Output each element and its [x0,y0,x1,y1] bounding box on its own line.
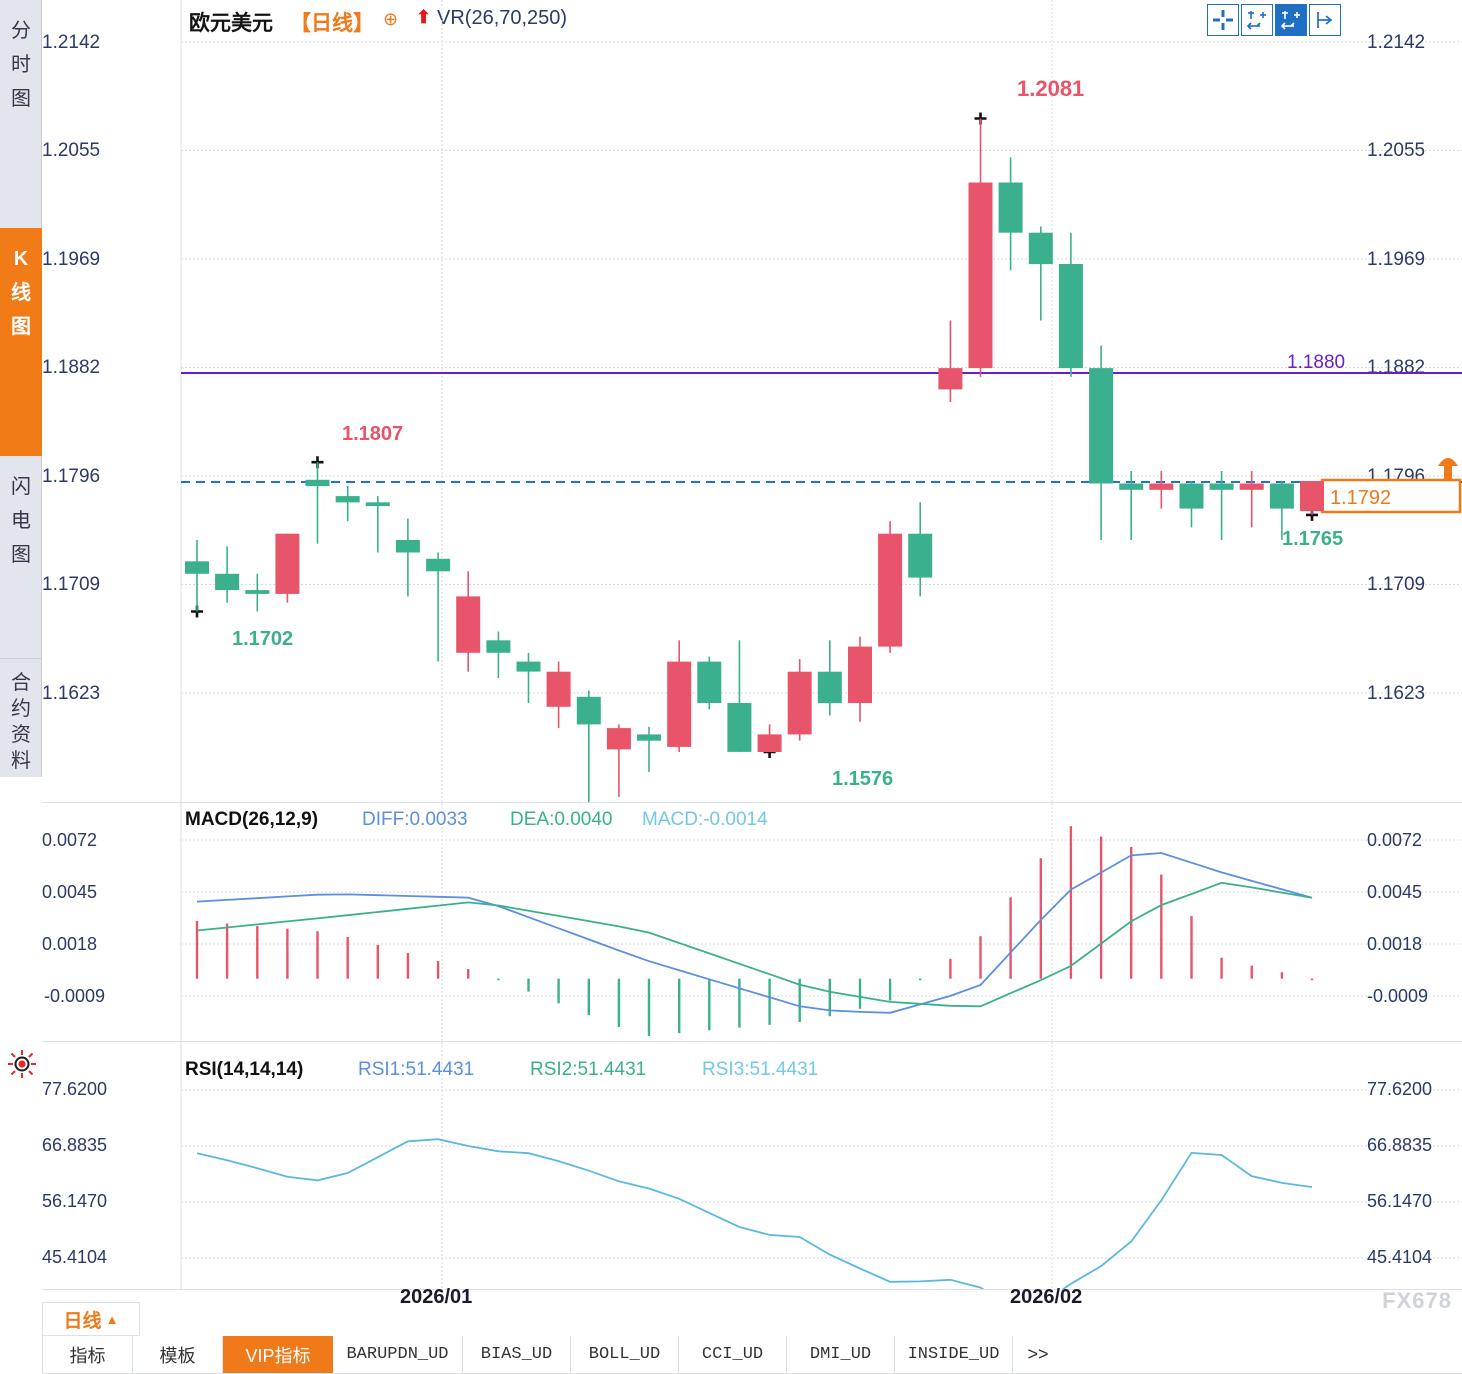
svg-text:1.1576: 1.1576 [832,768,893,790]
svg-text:1.1969: 1.1969 [1367,249,1425,270]
svg-text:1.1792: 1.1792 [1330,487,1391,509]
svg-text:MACD:-0.0014: MACD:-0.0014 [642,809,768,830]
svg-text:0.0018: 0.0018 [42,934,97,954]
svg-text:0.0018: 0.0018 [1367,934,1422,954]
svg-text:RSI3:51.4431: RSI3:51.4431 [702,1059,818,1080]
svg-text:1.1709: 1.1709 [42,574,100,595]
svg-text:1.2142: 1.2142 [42,32,100,53]
svg-text:1.2142: 1.2142 [1367,32,1425,53]
svg-text:DIFF:0.0033: DIFF:0.0033 [362,809,468,830]
svg-text:1.2055: 1.2055 [42,140,100,161]
svg-text:DEA:0.0040: DEA:0.0040 [510,809,612,830]
svg-text:56.1470: 56.1470 [42,1191,107,1211]
svg-text:0.0072: 0.0072 [42,830,97,850]
svg-text:1.1623: 1.1623 [42,683,100,704]
svg-text:66.8835: 66.8835 [1367,1135,1432,1155]
svg-text:45.4104: 45.4104 [1367,1247,1432,1267]
svg-text:1.1807: 1.1807 [342,423,403,445]
svg-text:1.1880: 1.1880 [1287,352,1345,373]
svg-text:1.1882: 1.1882 [42,357,100,378]
svg-text:1.1796: 1.1796 [42,466,100,487]
svg-text:45.4104: 45.4104 [42,1247,107,1267]
svg-text:1.2081: 1.2081 [1017,76,1084,101]
svg-text:0.0072: 0.0072 [1367,830,1422,850]
svg-text:RSI1:51.4431: RSI1:51.4431 [358,1059,474,1080]
svg-text:1.1882: 1.1882 [1367,357,1425,378]
svg-text:0.0045: 0.0045 [1367,882,1422,902]
svg-text:RSI2:51.4431: RSI2:51.4431 [530,1059,646,1080]
svg-text:1.1709: 1.1709 [1367,574,1425,595]
svg-text:1.2055: 1.2055 [1367,140,1425,161]
svg-text:1.1623: 1.1623 [1367,683,1425,704]
svg-text:77.6200: 77.6200 [42,1079,107,1099]
svg-text:1.1765: 1.1765 [1282,528,1343,550]
svg-text:0.0045: 0.0045 [42,882,97,902]
svg-text:RSI(14,14,14): RSI(14,14,14) [185,1059,303,1080]
svg-text:77.6200: 77.6200 [1367,1079,1432,1099]
svg-text:MACD(26,12,9): MACD(26,12,9) [185,809,318,830]
svg-text:-0.0009: -0.0009 [1367,986,1428,1006]
svg-text:66.8835: 66.8835 [42,1135,107,1155]
svg-text:1.1702: 1.1702 [232,628,293,650]
svg-text:56.1470: 56.1470 [1367,1191,1432,1211]
svg-text:-0.0009: -0.0009 [44,986,105,1006]
svg-text:1.1969: 1.1969 [42,249,100,270]
